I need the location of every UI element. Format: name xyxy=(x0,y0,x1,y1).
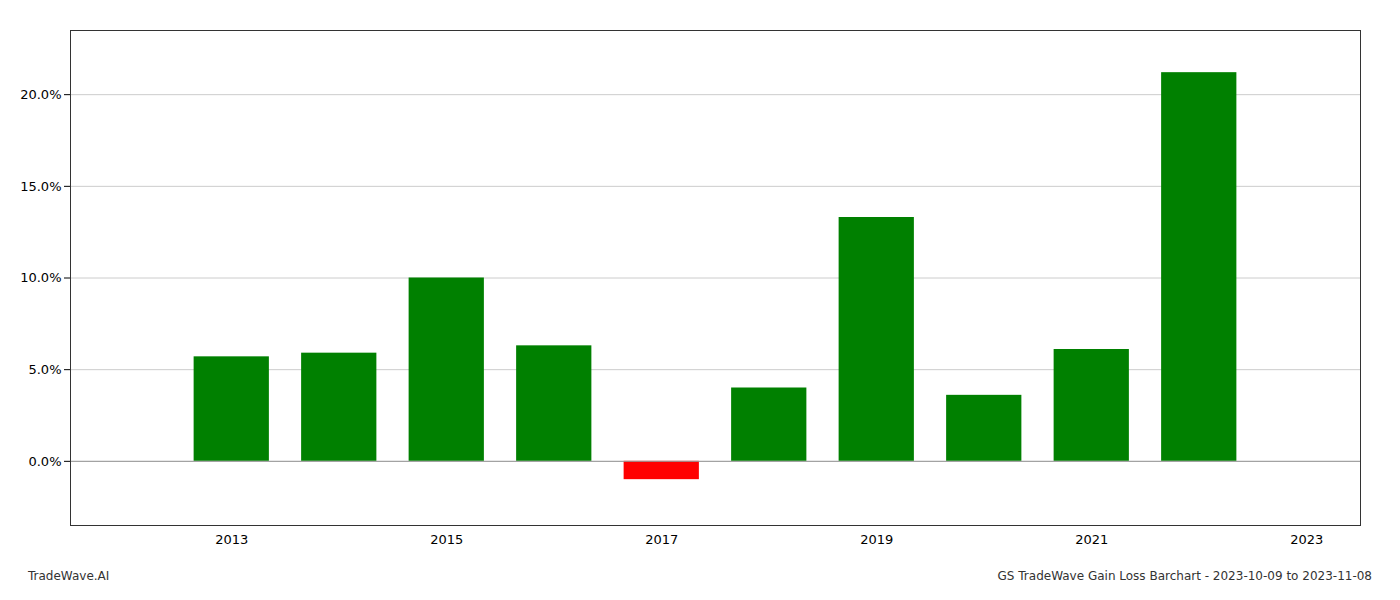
svg-text:10.0%: 10.0% xyxy=(20,270,61,285)
svg-text:2013: 2013 xyxy=(215,532,248,547)
svg-text:2021: 2021 xyxy=(1075,532,1108,547)
svg-text:2019: 2019 xyxy=(860,532,893,547)
svg-text:2017: 2017 xyxy=(645,532,678,547)
svg-text:20.0%: 20.0% xyxy=(20,87,61,102)
html-text:TradeWave.AI: TradeWave.AI xyxy=(28,569,110,583)
svg-text:5.0%: 5.0% xyxy=(28,362,61,377)
svg-text:0.0%: 0.0% xyxy=(28,453,61,468)
svg-text:15.0%: 15.0% xyxy=(20,178,61,193)
svg-text:2023: 2023 xyxy=(1290,532,1323,547)
html-text:GS TradeWave Gain Loss Barchar: GS TradeWave Gain Loss Barchart - 2023-1… xyxy=(997,569,1372,583)
svg-text:2015: 2015 xyxy=(430,532,463,547)
